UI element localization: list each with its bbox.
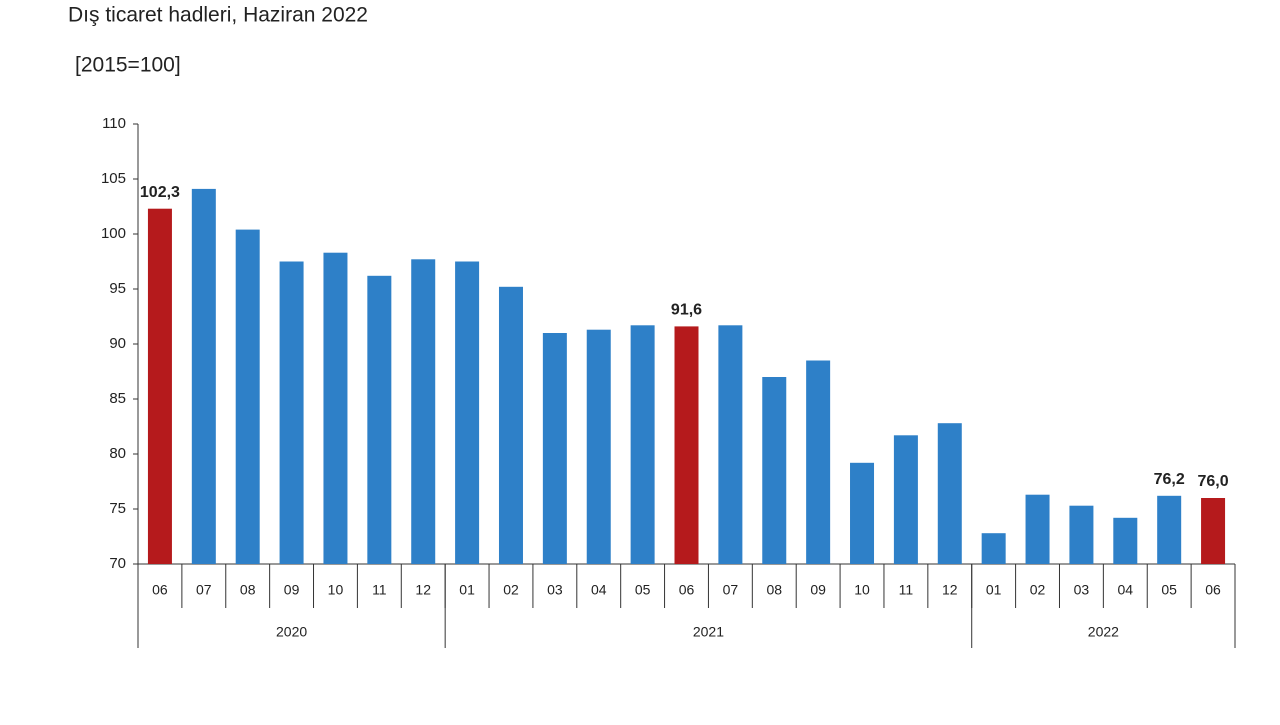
x-tick-label: 03 <box>1074 582 1090 598</box>
value-label: 91,6 <box>671 302 702 319</box>
chart-subtitle: [2015=100] <box>75 54 181 77</box>
y-tick-label: 95 <box>109 280 126 297</box>
x-tick-label: 01 <box>459 582 475 598</box>
x-tick-label: 11 <box>899 582 914 598</box>
bar <box>806 360 831 564</box>
x-tick-label: 11 <box>372 582 387 598</box>
y-tick-label: 100 <box>101 225 126 242</box>
y-tick-label: 85 <box>109 390 126 407</box>
bar <box>147 208 172 564</box>
x-tick-label: 07 <box>723 582 739 598</box>
x-tick-label: 03 <box>547 582 563 598</box>
bar <box>586 329 611 564</box>
bar <box>235 229 260 564</box>
bar <box>1157 495 1182 564</box>
x-tick-label: 08 <box>766 582 782 598</box>
bar <box>674 326 699 564</box>
bar <box>850 462 875 564</box>
x-tick-label: 09 <box>810 582 826 598</box>
value-label: 76,0 <box>1197 473 1228 490</box>
y-tick-label: 110 <box>102 115 126 132</box>
bar <box>1201 498 1226 564</box>
x-tick-label: 10 <box>328 582 344 598</box>
bar <box>411 259 436 564</box>
bar <box>1113 517 1138 564</box>
y-tick-label: 75 <box>109 500 126 517</box>
x-tick-label: 12 <box>415 582 431 598</box>
bar <box>279 261 304 564</box>
bar <box>893 435 918 564</box>
group-label: 2021 <box>693 624 724 640</box>
x-tick-label: 06 <box>152 582 168 598</box>
y-tick-label: 80 <box>109 445 126 462</box>
bar <box>191 188 216 564</box>
x-tick-label: 01 <box>986 582 1002 598</box>
group-label: 2020 <box>276 624 307 640</box>
bar <box>1025 494 1050 564</box>
y-tick-label: 70 <box>109 555 126 572</box>
x-tick-label: 04 <box>1118 582 1134 598</box>
x-tick-label: 05 <box>635 582 651 598</box>
x-tick-label: 06 <box>679 582 695 598</box>
bar <box>630 325 655 564</box>
bar <box>937 423 962 564</box>
x-tick-label: 10 <box>854 582 870 598</box>
y-tick-label: 90 <box>109 335 126 352</box>
x-tick-label: 09 <box>284 582 300 598</box>
bar <box>455 261 480 564</box>
bar <box>762 377 787 564</box>
value-label: 102,3 <box>140 184 180 201</box>
x-tick-label: 04 <box>591 582 607 598</box>
x-tick-label: 07 <box>196 582 212 598</box>
x-tick-label: 02 <box>503 582 519 598</box>
bar <box>981 533 1006 564</box>
bar <box>718 325 743 564</box>
x-tick-label: 08 <box>240 582 256 598</box>
bar <box>323 252 348 564</box>
bar <box>542 333 567 564</box>
value-label: 76,2 <box>1154 471 1185 488</box>
x-tick-label: 12 <box>942 582 958 598</box>
chart-title: Dış ticaret hadleri, Haziran 2022 <box>68 4 368 27</box>
x-tick-label: 02 <box>1030 582 1046 598</box>
group-label: 2022 <box>1088 624 1119 640</box>
bar <box>1069 505 1094 564</box>
x-tick-label: 05 <box>1161 582 1177 598</box>
bar <box>498 286 523 564</box>
y-tick-label: 105 <box>101 170 126 187</box>
x-tick-label: 06 <box>1205 582 1221 598</box>
bar <box>367 275 392 564</box>
